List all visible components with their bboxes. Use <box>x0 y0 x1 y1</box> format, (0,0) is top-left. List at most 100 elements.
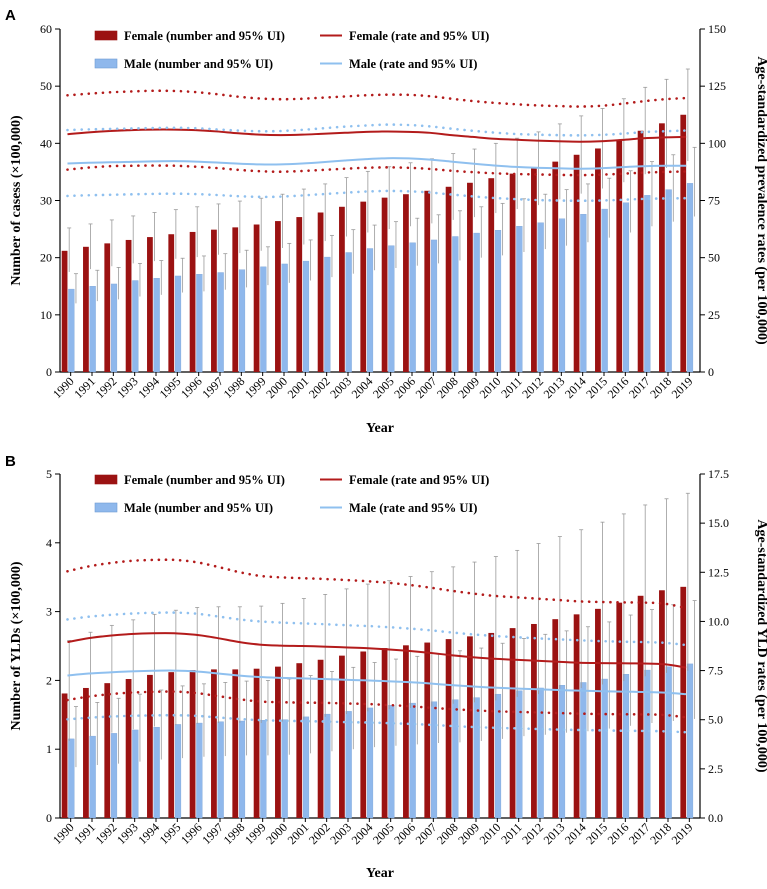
legend-label: Female (rate and 95% UI) <box>349 29 489 43</box>
x-tick-label: 1996 <box>178 820 205 847</box>
bar-male <box>580 214 587 373</box>
bar-male <box>388 704 395 819</box>
right-tick-label: 150 <box>708 22 726 36</box>
bar-male <box>494 230 502 373</box>
legend-swatch-bar <box>94 474 118 485</box>
bar-female <box>211 669 217 818</box>
x-tick-label: 2013 <box>541 820 568 847</box>
bar-male <box>516 226 523 373</box>
bar-female <box>232 669 239 818</box>
left-tick-label: 2 <box>46 673 52 687</box>
right-tick-label: 15.0 <box>708 516 729 530</box>
bar-male <box>217 721 224 819</box>
bar-female <box>381 197 388 372</box>
bar-male <box>132 729 139 819</box>
bar-male <box>68 288 75 373</box>
right-tick-label: 125 <box>708 79 726 93</box>
bar-female <box>125 679 132 818</box>
rate-line-female-lower-ui <box>66 690 688 719</box>
x-tick-label: 1992 <box>93 374 120 401</box>
x-tick-label: 2007 <box>413 374 440 401</box>
x-tick-label: 1995 <box>157 820 184 847</box>
bar-male <box>132 280 139 373</box>
bar-male <box>686 183 694 373</box>
bar-female <box>552 619 559 818</box>
rate-line-male-upper-ui <box>66 611 688 647</box>
bar-male <box>452 699 459 819</box>
bar-male <box>302 260 310 373</box>
x-tick-label: 2017 <box>626 374 653 401</box>
bar-male <box>537 687 544 819</box>
x-tick-label: 2007 <box>413 820 440 847</box>
x-tick-label: 1998 <box>221 820 248 847</box>
bar-male <box>260 266 267 373</box>
x-tick-label: 2011 <box>498 820 525 847</box>
x-tick-label: 2004 <box>349 820 376 847</box>
bar-male <box>89 286 96 373</box>
bar-female <box>253 224 260 372</box>
legend-label: Male (rate and 95% UI) <box>349 501 477 515</box>
x-axis-title: Year <box>366 866 394 881</box>
panel-letter: B <box>5 453 16 470</box>
bar-female <box>168 234 175 372</box>
bar-male <box>324 256 331 373</box>
bar-male <box>601 678 608 819</box>
right-tick-label: 75 <box>708 194 720 208</box>
x-tick-label: 1994 <box>135 374 162 401</box>
bar-male <box>366 707 374 819</box>
bar-female <box>531 623 537 818</box>
bar-male <box>174 724 182 819</box>
x-tick-label: 2010 <box>477 374 504 401</box>
bar-female <box>83 246 89 372</box>
right-tick-label: 10.0 <box>708 614 729 628</box>
x-tick-label: 1991 <box>71 820 98 847</box>
bar-female <box>637 595 644 818</box>
left-tick-label: 30 <box>40 194 52 208</box>
bar-female <box>189 231 196 372</box>
right-tick-label: 0 <box>708 365 714 379</box>
right-tick-label: 17.5 <box>708 467 729 481</box>
bar-female <box>659 123 665 372</box>
x-tick-label: 2003 <box>327 820 354 847</box>
bar-female <box>83 687 89 818</box>
bar-female <box>680 114 687 372</box>
bar-male <box>260 720 267 819</box>
bar-female <box>317 212 324 372</box>
y-axis-right-title: Age-standardized prevalence rates (per 1… <box>754 56 767 345</box>
x-tick-label: 2009 <box>455 374 482 401</box>
rate-line-female-upper-ui <box>66 89 688 108</box>
left-tick-label: 1 <box>46 742 52 756</box>
bar-male <box>516 690 523 819</box>
x-tick-label: 2019 <box>669 820 696 847</box>
bar-male <box>473 232 480 373</box>
rate-line-female-lower-ui <box>66 164 688 177</box>
x-tick-label: 2005 <box>370 374 397 401</box>
bar-male <box>665 666 672 819</box>
bar-female <box>467 636 473 818</box>
bar-female <box>296 217 303 372</box>
bar-male <box>238 720 246 819</box>
bar-female <box>403 194 409 372</box>
bar-male <box>89 735 96 819</box>
x-tick-label: 1995 <box>157 374 184 401</box>
bar-female <box>680 586 687 818</box>
bar-male <box>409 242 416 373</box>
x-tick-label: 1992 <box>93 820 120 847</box>
x-tick-label: 1999 <box>242 820 269 847</box>
rate-line-female <box>67 128 687 143</box>
bar-female <box>189 670 196 818</box>
x-tick-label: 2002 <box>306 374 333 401</box>
bar-female <box>61 250 68 372</box>
right-tick-label: 100 <box>708 136 726 150</box>
x-tick-label: 2000 <box>263 820 290 847</box>
bar-male <box>110 283 118 373</box>
bar-male <box>558 218 566 373</box>
bar-female <box>275 221 281 372</box>
bar-female <box>509 173 516 372</box>
x-tick-label: 2006 <box>391 374 418 401</box>
x-tick-label: 1990 <box>50 820 77 847</box>
x-tick-label: 2012 <box>519 820 546 847</box>
right-tick-label: 5.0 <box>708 713 723 727</box>
left-tick-label: 0 <box>46 811 52 825</box>
left-tick-label: 60 <box>40 22 52 36</box>
